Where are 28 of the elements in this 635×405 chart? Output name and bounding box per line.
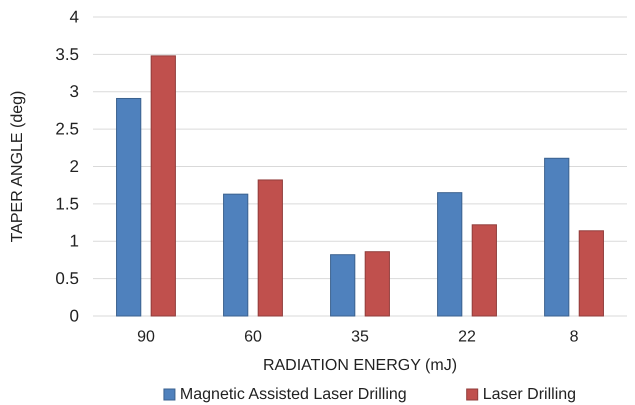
y-tick-label: 1 <box>70 232 79 251</box>
bar <box>578 230 604 316</box>
x-tick-label: 8 <box>570 328 579 346</box>
y-tick-label: 0.5 <box>55 269 79 288</box>
x-axis-title: RADIATION ENERGY (mJ) <box>262 357 458 374</box>
y-tick-label: 2.5 <box>55 120 79 139</box>
bar <box>437 192 462 316</box>
y-tick-label: 3.5 <box>55 44 79 64</box>
bar <box>258 179 283 316</box>
y-tick-label: 4 <box>70 7 79 26</box>
bar <box>116 98 142 316</box>
bar <box>150 55 176 316</box>
bar <box>472 224 497 316</box>
x-tick-label: 90 <box>137 328 155 346</box>
y-tick-label: 1.5 <box>55 194 79 214</box>
bar <box>330 254 356 316</box>
bar <box>364 251 390 316</box>
y-axis-title: TAPER ANGLE (deg) <box>9 90 26 242</box>
y-tick-label: 3 <box>70 82 79 102</box>
legend-label: Magnetic Assisted Laser Drilling <box>180 386 407 403</box>
x-tick-label: 35 <box>351 328 369 346</box>
bar <box>544 158 570 316</box>
y-tick-label: 2 <box>70 156 79 176</box>
x-tick-label: 22 <box>458 328 476 346</box>
legend-label: Laser Drilling <box>482 386 576 403</box>
x-tick-label: 60 <box>244 328 262 346</box>
bar <box>223 194 248 316</box>
y-tick-label: 0 <box>70 306 79 326</box>
